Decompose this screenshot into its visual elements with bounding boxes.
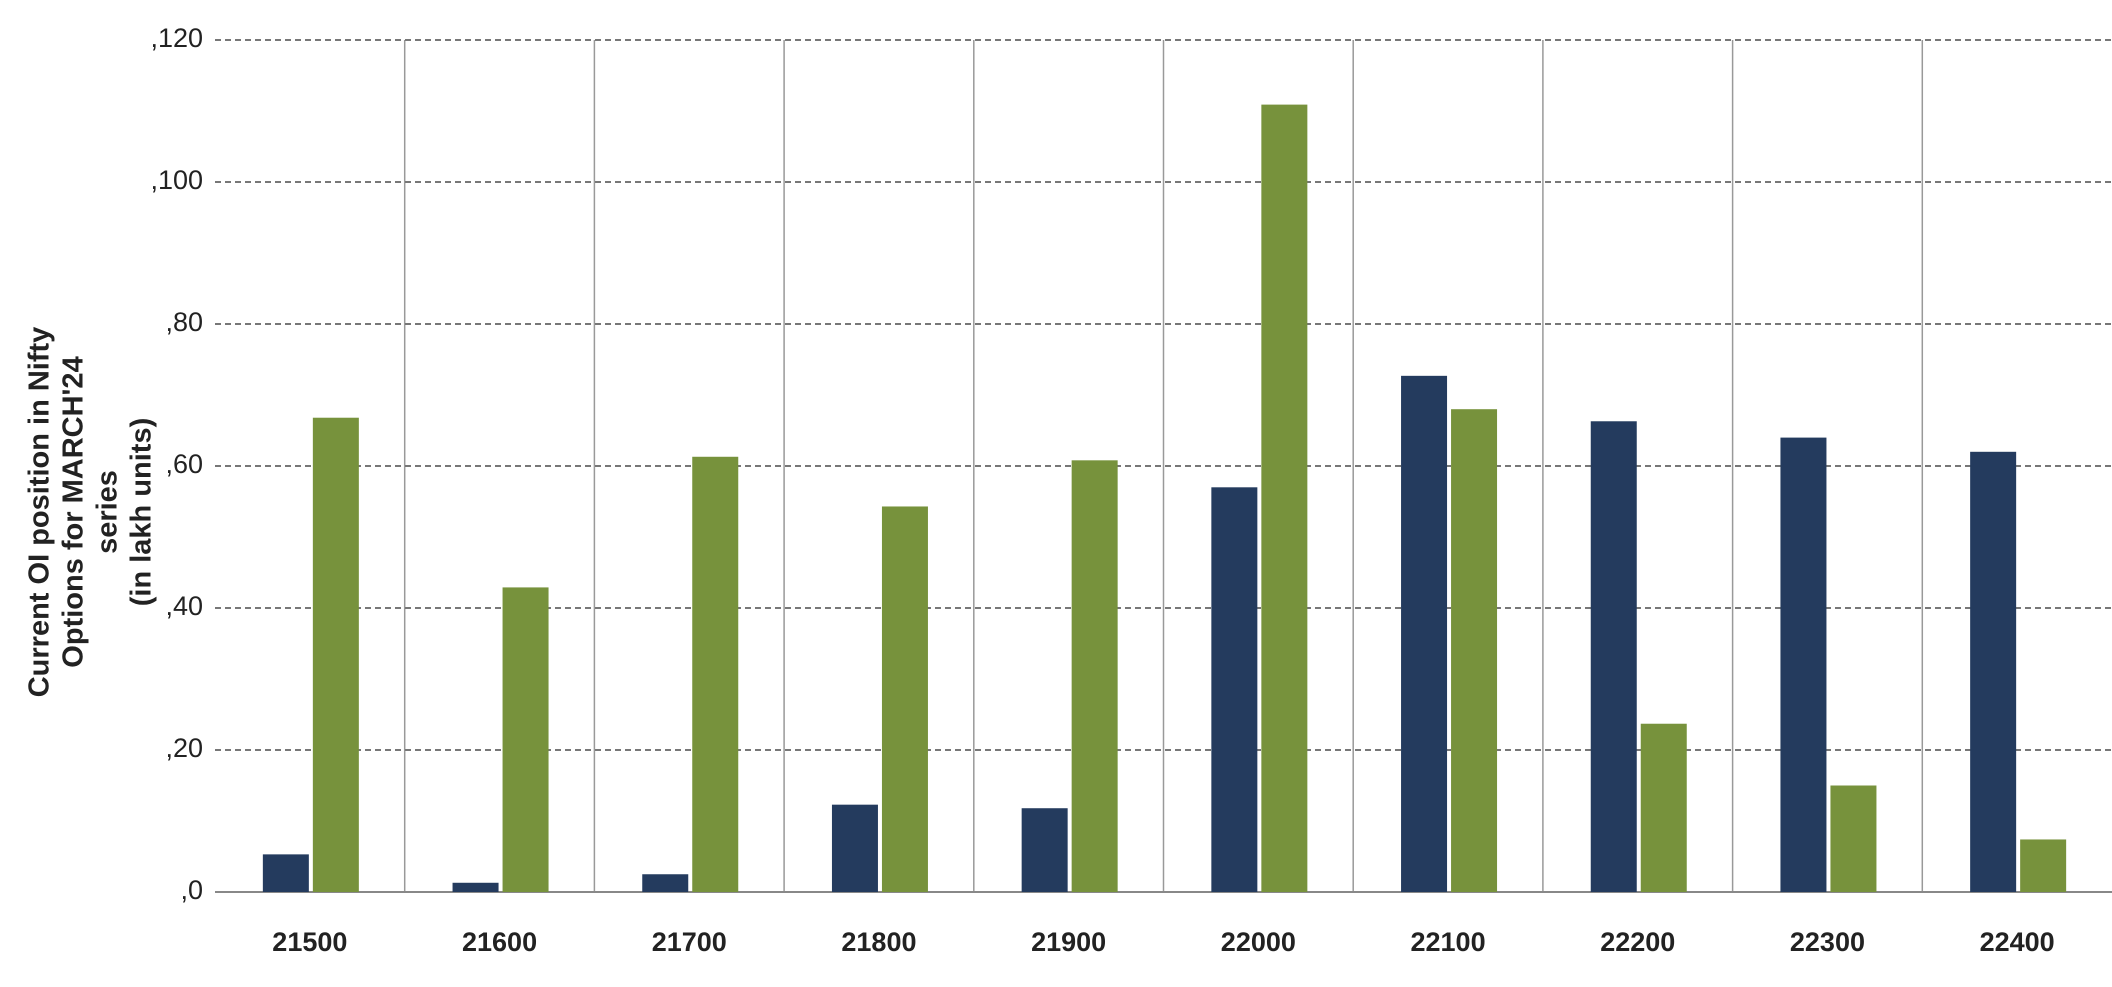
bar xyxy=(692,456,739,892)
x-tick-label: 22000 xyxy=(1221,927,1296,957)
y-axis-title-line: Current OI position in Nifty xyxy=(24,327,56,698)
bar xyxy=(1071,460,1118,892)
x-tick-label: 21800 xyxy=(841,927,916,957)
x-tick-label: 21700 xyxy=(652,927,727,957)
y-tick-label: ,0 xyxy=(180,875,203,905)
y-tick-label: ,80 xyxy=(165,307,203,337)
bar xyxy=(2020,839,2067,892)
x-tick-label: 21500 xyxy=(272,927,347,957)
bar xyxy=(262,854,309,892)
bar xyxy=(312,417,359,892)
bar xyxy=(642,874,689,892)
y-axis-title-line: (in lakh units) xyxy=(126,418,158,607)
bar xyxy=(881,506,928,892)
bar xyxy=(831,804,878,892)
bar xyxy=(1830,785,1877,892)
bar xyxy=(1640,723,1687,892)
y-tick-label: ,20 xyxy=(165,733,203,763)
y-tick-label: ,100 xyxy=(150,165,203,195)
bar xyxy=(452,882,499,892)
bar xyxy=(1780,437,1827,892)
bar xyxy=(1211,487,1258,892)
bar xyxy=(1970,451,2017,892)
y-tick-label: ,120 xyxy=(150,23,203,53)
x-tick-label: 21900 xyxy=(1031,927,1106,957)
x-tick-label: 22200 xyxy=(1600,927,1675,957)
bar xyxy=(1451,409,1498,892)
bar xyxy=(1401,375,1448,893)
x-tick-label: 22100 xyxy=(1411,927,1486,957)
x-tick-label: 22400 xyxy=(1980,927,2055,957)
y-tick-label: ,60 xyxy=(165,449,203,479)
bar xyxy=(1021,808,1068,892)
y-axis-title: Current OI position in Nifty Options for… xyxy=(24,327,158,698)
bar xyxy=(1590,421,1637,892)
bar xyxy=(1261,104,1308,893)
x-tick-label: 21600 xyxy=(462,927,537,957)
y-axis-title-line: Options for MARCH'24 xyxy=(58,356,90,667)
y-tick-label: ,40 xyxy=(165,591,203,621)
bar xyxy=(502,587,549,892)
x-tick-label: 22300 xyxy=(1790,927,1865,957)
y-axis-title-line: series xyxy=(92,470,124,554)
